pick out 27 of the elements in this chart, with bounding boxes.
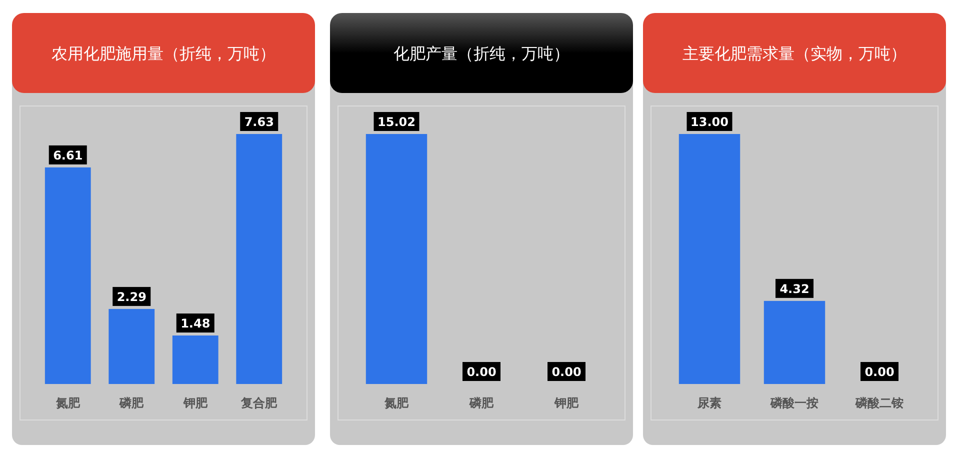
data-label: 15.02: [378, 115, 416, 129]
x-tick-label: 氮肥: [54, 396, 81, 410]
data-label: 0.00: [864, 365, 894, 379]
x-tick-label: 尿素: [696, 396, 722, 410]
bar: [44, 167, 91, 384]
x-tick-label: 磷酸二铵: [854, 396, 904, 410]
data-label: 2.29: [116, 290, 146, 304]
chart-title: 主要化肥需求量（实物，万吨）: [682, 44, 906, 63]
chart-title: 农用化肥施用量（折纯，万吨）: [52, 44, 276, 63]
data-label: 0.00: [466, 365, 496, 379]
x-tick-label: 钾肥: [182, 396, 208, 410]
chart-title: 化肥产量（折纯，万吨）: [394, 44, 570, 63]
x-tick-label: 氮肥: [384, 396, 410, 410]
bar: [108, 308, 155, 384]
data-label: 4.32: [780, 282, 810, 296]
x-tick-label: 磷肥: [468, 396, 494, 410]
data-label: 13.00: [690, 115, 728, 129]
x-tick-label: 复合肥: [240, 396, 278, 410]
x-tick-label: 磷酸一按: [770, 396, 818, 410]
x-tick-label: 钾肥: [554, 396, 580, 410]
data-label: 1.48: [180, 316, 210, 331]
bar: [172, 336, 218, 384]
data-label: 6.61: [53, 148, 83, 162]
data-label: 7.63: [244, 115, 274, 129]
bar: [236, 134, 282, 384]
x-tick-label: 磷肥: [118, 396, 145, 410]
data-label: 0.00: [552, 365, 582, 379]
